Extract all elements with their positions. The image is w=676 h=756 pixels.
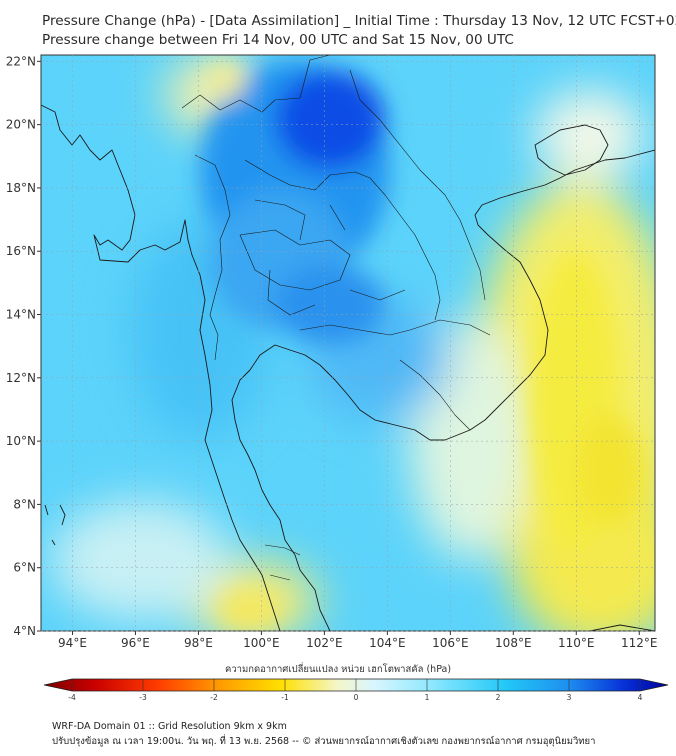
- field-pale-north-core: [205, 60, 245, 100]
- title-block: Pressure Change (hPa) - [Data Assimilati…: [42, 12, 676, 50]
- lat-tick-label: 20°N: [6, 118, 36, 132]
- border-laos-vietnam: [349, 69, 486, 301]
- lat-gridlines: [37, 60, 655, 632]
- field-pale-southwest: [50, 500, 230, 620]
- lat-tick-label: 12°N: [6, 371, 36, 385]
- colorbar-tick-label: 2: [496, 693, 501, 702]
- coastline-borneo: [589, 624, 655, 631]
- lat-tick-label: 14°N: [6, 308, 36, 322]
- lat-tick-label: 6°N: [13, 561, 36, 575]
- lon-tick-label: 98°E: [184, 636, 213, 650]
- lat-tick-label: 16°N: [6, 244, 36, 258]
- lat-tick-label: 4°N: [13, 624, 36, 638]
- lat-labels: 22°N 20°N 18°N 16°N 14°N 12°N 10°N 8°N 6°N 4°N: [6, 54, 36, 638]
- footer-credit: ปรับปรุงข้อมูล ณ เวลา 19:00น. วัน พฤ. ที…: [52, 736, 596, 747]
- field-deep-blue: [275, 70, 385, 170]
- lon-tick-label: 96°E: [121, 636, 150, 650]
- pressure-field: [41, 55, 655, 631]
- islands-nicobar: [44, 504, 66, 546]
- field-blue-gulf-head: [275, 265, 385, 345]
- footer: WRF-DA Domain 01 :: Grid Resolution 9km …: [52, 719, 595, 749]
- colorbar-tick-label: -4: [68, 693, 76, 702]
- coastlines: [41, 104, 655, 631]
- border-cambodia-vietnam: [399, 359, 471, 431]
- lon-tick-label: 94°E: [58, 636, 87, 650]
- colorbar-tick-label: 3: [567, 693, 572, 702]
- coastline-hainan: [534, 124, 609, 176]
- map-subtitle: Pressure change between Fri 14 Nov, 00 U…: [42, 32, 514, 48]
- coastline-andaman: [41, 104, 281, 631]
- colorbar-tick-label: 1: [425, 693, 430, 702]
- field-pale-hainan: [535, 90, 645, 180]
- colorbar-tick-label: -1: [281, 693, 289, 702]
- border-thai-myanmar: [194, 154, 231, 361]
- lon-tick-label: 104°E: [369, 636, 406, 650]
- lat-tick-label: 18°N: [6, 181, 36, 195]
- map-frame: [40, 54, 656, 632]
- provinces-misc: [254, 199, 406, 316]
- colorbar-tick-label: 0: [354, 693, 359, 702]
- colorbar-tick-label: -2: [210, 693, 218, 702]
- lat-tick-label: 8°N: [13, 497, 36, 511]
- border-cambodia-north: [299, 319, 491, 336]
- colorbar-ticks: -4 -3 -2 -1 0 1 2 3 4: [68, 679, 643, 702]
- lat-tick-label: 22°N: [6, 54, 36, 68]
- map-title: Pressure Change (hPa) - [Data Assimilati…: [42, 13, 676, 29]
- lon-tick-label: 112°E: [621, 636, 658, 650]
- field-yellow-south-core: [220, 590, 280, 630]
- lon-tick-label: 106°E: [432, 636, 469, 650]
- coastline-gulf-and-vietnam: [231, 149, 655, 631]
- colorbar: -4 -3 -2 -1 0 1 2 3 4: [43, 678, 669, 702]
- lon-gridlines: [71, 55, 640, 635]
- lon-labels: 94°E 96°E 98°E 100°E 102°E 104°E 106°E 108°E 110…: [58, 636, 657, 650]
- colorbar-tick-label: 4: [638, 693, 643, 702]
- lon-tick-label: 102°E: [306, 636, 343, 650]
- borders: [181, 55, 491, 581]
- field-blobs-core: [200, 60, 645, 630]
- provinces-central: [239, 229, 351, 291]
- border-thai-laos: [244, 159, 441, 321]
- border-malaysia: [264, 544, 301, 581]
- colorbar-tick-label: -3: [139, 693, 147, 702]
- field-yellow-peak: [575, 415, 645, 525]
- lat-tick-label: 10°N: [6, 434, 36, 448]
- lon-tick-label: 100°E: [243, 636, 280, 650]
- border-north: [181, 55, 331, 113]
- lon-tick-label: 110°E: [558, 636, 595, 650]
- footer-model-info: WRF-DA Domain 01 :: Grid Resolution 9km …: [52, 721, 287, 732]
- colorbar-caption: ความกดอากาศเปลี่ยนแปลง หน่วย เฮกโตพาสคัล…: [224, 664, 452, 675]
- lon-tick-label: 108°E: [495, 636, 532, 650]
